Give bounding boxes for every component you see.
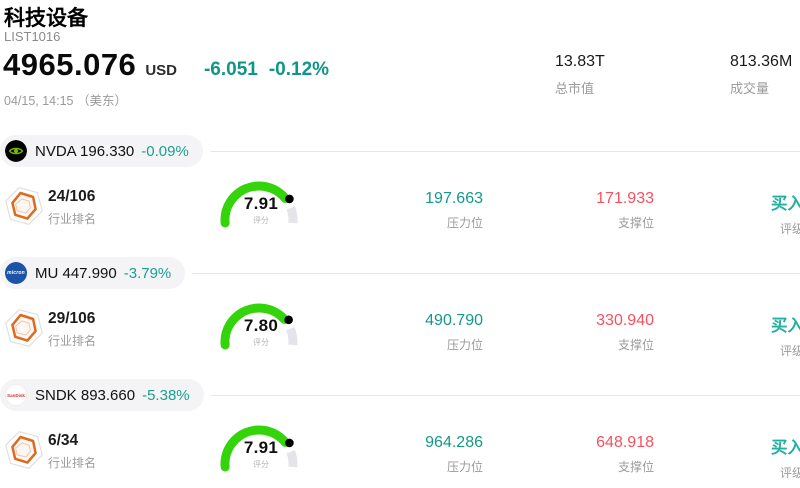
stock-change-percent: -3.79% [123, 264, 172, 282]
support-value: 171.933 [596, 190, 654, 207]
support-value: 648.918 [596, 434, 654, 451]
resistance-value: 197.663 [425, 190, 483, 207]
rating-value: 买入 [771, 195, 800, 213]
stock-pill-row: SanDisk SNDK 893.660 -5.38% [0, 379, 800, 411]
support-column: 330.940 支撑位 [524, 312, 654, 353]
resistance-label: 压力位 [446, 460, 483, 474]
industry-radar-icon [5, 187, 43, 225]
rank-value: 24/106 [48, 188, 96, 205]
resistance-value: 964.286 [425, 434, 483, 451]
price-change: -6.051 [203, 59, 258, 80]
page-title: 科技设备 [4, 7, 88, 30]
resistance-value: 490.790 [425, 312, 483, 329]
rating-label: 评级 [779, 344, 800, 358]
industry-rank: 29/106 行业排名 [48, 310, 96, 349]
list-id: LIST1016 [4, 29, 61, 44]
rank-label: 行业排名 [48, 456, 97, 470]
price-row: 4965.076 USD -6.051 -0.12% [3, 47, 329, 83]
stock-change-percent: -0.09% [141, 142, 189, 160]
industry-radar-icon [5, 431, 43, 469]
market-cap-label: 总市值 [555, 81, 595, 96]
support-label: 支撑位 [617, 338, 654, 352]
currency-label: USD [145, 62, 177, 79]
rating-value: 买入 [771, 317, 800, 335]
rating-column: 买入评级 [674, 434, 800, 481]
score-label: 评分 [253, 338, 269, 347]
stock-row: micron MU 447.990 -3.79% 29/106 行业排名 7.80 评分 49… [0, 257, 800, 379]
stock-symbol-price: MU 447.990 [35, 264, 117, 282]
resistance-label: 压力位 [446, 216, 483, 230]
support-column: 171.933 支撑位 [524, 190, 654, 231]
stock-symbol-price: NVDA 196.330 [35, 142, 135, 160]
score-gauge: 7.91 评分 [219, 414, 303, 472]
stock-pill-mu[interactable]: micron MU 447.990 -3.79% [0, 257, 186, 289]
quote-timestamp: 04/15, 14:15 （美东） [4, 94, 127, 108]
rating-column: 买入评级 [674, 190, 800, 237]
stock-symbol-price: SNDK 893.660 [35, 386, 136, 404]
nvidia-logo-icon [5, 140, 27, 162]
row-divider-line [192, 272, 800, 274]
industry-rank: 6/34 行业排名 [48, 432, 96, 471]
sandisk-logo-icon: SanDisk [5, 384, 27, 406]
support-column: 648.918 支撑位 [524, 434, 654, 475]
rank-value: 29/106 [48, 310, 96, 327]
price-change-percent: -0.12% [268, 59, 330, 80]
rank-label: 行业排名 [48, 334, 97, 348]
volume-stat: 813.36M 成交量 [730, 53, 792, 97]
score-value: 7.80 [243, 316, 279, 335]
rank-value: 6/34 [48, 432, 79, 449]
stock-row-body: 6/34 行业排名 7.91 评分 964.286 压力位 648.918 支撑位 买入评级 [0, 425, 800, 488]
score-gauge: 7.91 评分 [219, 170, 303, 228]
support-value: 330.940 [596, 312, 654, 329]
stock-row: SanDisk SNDK 893.660 -5.38% 6/34 行业排名 7.91 评分 9… [0, 379, 800, 488]
stock-row-body: 24/106 行业排名 7.91 评分 197.663 压力位 171.933 支撑位 买入评级 [0, 181, 800, 257]
resistance-column: 964.286 压力位 [353, 434, 483, 475]
index-price: 4965.076 [3, 47, 137, 82]
row-divider-line [210, 394, 800, 396]
rating-label: 评级 [779, 466, 800, 480]
stock-row: NVDA 196.330 -0.09% 24/106 行业排名 7.91 评分 197.66… [0, 135, 800, 257]
resistance-label: 压力位 [446, 338, 483, 352]
industry-radar-icon [5, 309, 43, 347]
stock-row-body: 29/106 行业排名 7.80 评分 490.790 压力位 330.940 支撑位 买入评级 [0, 303, 800, 379]
stock-pill-row: micron MU 447.990 -3.79% [0, 257, 800, 289]
row-divider-line [209, 150, 800, 152]
score-value: 7.91 [243, 438, 279, 457]
score-value: 7.91 [243, 194, 279, 213]
support-label: 支撑位 [617, 460, 654, 474]
rating-value: 买入 [771, 439, 800, 457]
industry-rank: 24/106 行业排名 [48, 188, 96, 227]
stock-pill-nvda[interactable]: NVDA 196.330 -0.09% [0, 135, 203, 167]
rating-column: 买入评级 [674, 312, 800, 359]
rating-label: 评级 [779, 222, 800, 236]
volume-value: 813.36M [730, 53, 793, 70]
support-label: 支撑位 [617, 216, 654, 230]
resistance-column: 490.790 压力位 [353, 312, 483, 353]
resistance-column: 197.663 压力位 [353, 190, 483, 231]
volume-label: 成交量 [730, 81, 770, 96]
score-label: 评分 [253, 460, 269, 469]
market-cap-value: 13.83T [555, 53, 605, 70]
score-label: 评分 [253, 216, 269, 225]
score-gauge: 7.80 评分 [219, 292, 303, 350]
market-cap-stat: 13.83T 总市值 [555, 53, 605, 97]
stock-change-percent: -5.38% [142, 386, 190, 404]
stock-pill-sndk[interactable]: SanDisk SNDK 893.660 -5.38% [0, 379, 204, 411]
stock-pill-row: NVDA 196.330 -0.09% [0, 135, 800, 167]
rank-label: 行业排名 [48, 212, 97, 226]
micron-logo-icon: micron [5, 262, 27, 284]
